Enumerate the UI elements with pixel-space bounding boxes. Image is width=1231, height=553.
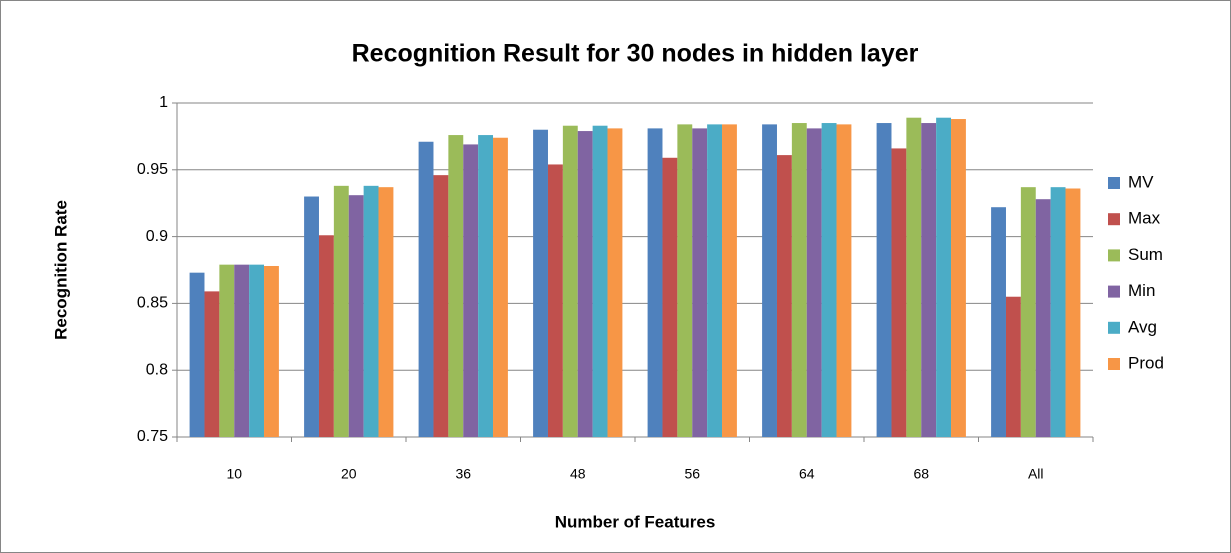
bar — [318, 235, 334, 437]
bar — [677, 124, 693, 437]
bar — [1050, 187, 1066, 437]
x-tick-label: 36 — [455, 466, 471, 482]
x-tick-label: 56 — [684, 466, 700, 482]
bar — [836, 124, 852, 437]
y-tick-label: 1 — [159, 94, 168, 111]
y-tick-label: 0.75 — [137, 428, 168, 445]
bar — [592, 125, 608, 437]
bar — [951, 119, 966, 438]
y-axis-label: Recognition Rate — [51, 200, 70, 340]
legend-label: Max — [1128, 209, 1161, 228]
legend-swatch — [1108, 285, 1120, 298]
bar — [348, 195, 364, 437]
bar — [607, 128, 623, 437]
bar — [1005, 296, 1021, 437]
bar — [662, 157, 678, 437]
legend-swatch — [1108, 213, 1120, 226]
x-tick-label: 20 — [341, 466, 357, 482]
bar — [363, 185, 379, 437]
legend-swatch — [1108, 321, 1120, 334]
x-tick-label: 48 — [570, 466, 586, 482]
bar — [249, 264, 265, 437]
bar — [776, 155, 792, 437]
bar — [433, 175, 449, 438]
bar — [463, 144, 479, 437]
bar — [906, 117, 922, 438]
bar — [304, 196, 319, 437]
bar — [478, 135, 494, 437]
bar — [264, 265, 279, 437]
bar — [577, 131, 593, 437]
bar — [448, 135, 464, 437]
bar — [234, 264, 250, 437]
bar — [493, 137, 508, 437]
x-tick-label: 64 — [799, 466, 815, 482]
bar — [762, 124, 777, 437]
bar — [204, 291, 220, 437]
legend-swatch — [1108, 177, 1120, 189]
x-axis-label: Number of Features — [555, 512, 716, 531]
bar — [806, 128, 822, 437]
y-tick-label: 0.95 — [137, 161, 168, 178]
bar — [647, 128, 663, 437]
legend-label: Prod — [1128, 353, 1164, 372]
y-tick-label: 0.8 — [146, 361, 168, 378]
bar — [418, 141, 434, 437]
x-tick-label: 68 — [913, 466, 929, 482]
bar — [562, 125, 578, 437]
bar — [547, 164, 563, 437]
bar — [876, 123, 892, 437]
bar — [692, 128, 708, 437]
bar — [219, 264, 235, 437]
x-tick-label: All — [1028, 466, 1044, 482]
legend-swatch — [1108, 249, 1120, 262]
bar — [189, 272, 205, 437]
bar — [333, 185, 349, 437]
bar — [791, 123, 807, 437]
bar — [378, 187, 394, 437]
bar — [1065, 188, 1081, 437]
bar — [533, 129, 548, 437]
chart-title: Recognition Result for 30 nodes in hidde… — [352, 40, 919, 68]
bar — [991, 207, 1006, 437]
legend-label: Sum — [1128, 245, 1163, 264]
bar — [1035, 199, 1051, 437]
bar — [722, 124, 737, 437]
y-tick-label: 0.85 — [137, 295, 168, 312]
bar — [936, 117, 952, 438]
bar — [821, 123, 837, 437]
x-tick-label: 10 — [226, 466, 242, 482]
bar — [1020, 187, 1036, 437]
legend-swatch — [1108, 358, 1120, 370]
bar — [921, 123, 937, 437]
legend-label: Avg — [1128, 317, 1157, 336]
y-tick-label: 0.9 — [146, 228, 168, 245]
legend-label: Min — [1128, 281, 1155, 300]
bar — [707, 124, 723, 437]
bar — [891, 148, 907, 437]
legend-label: MV — [1128, 172, 1154, 191]
